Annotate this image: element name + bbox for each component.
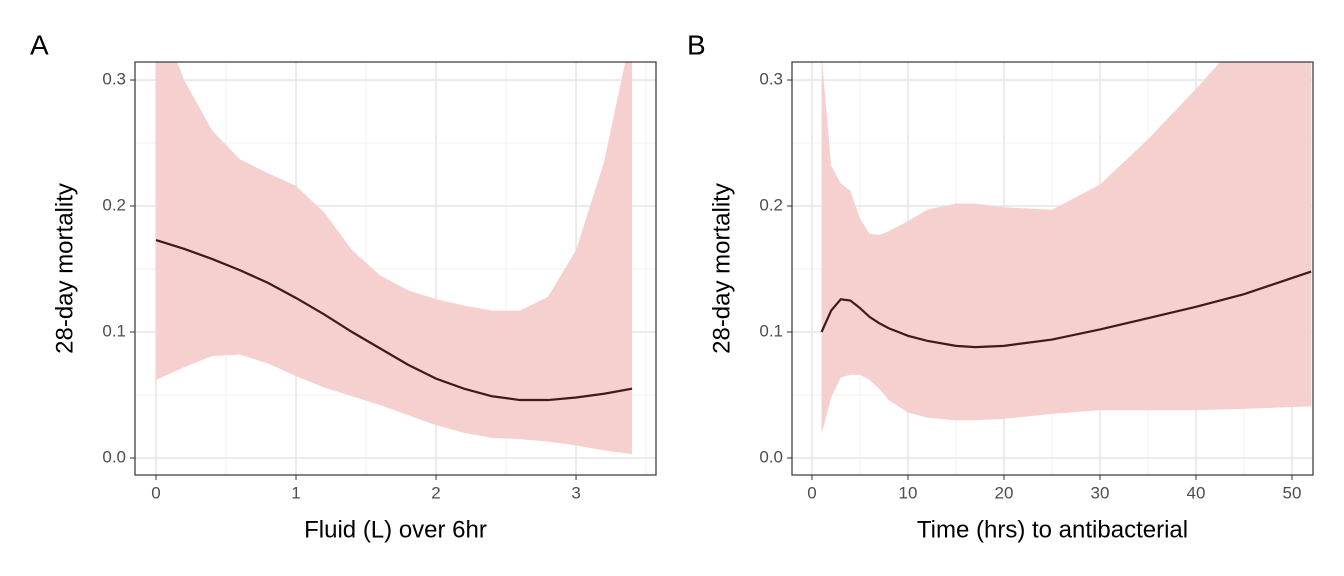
y-tick-label: 0.3 [102, 70, 126, 89]
plot-area [155, 62, 633, 455]
x-tick-label: 20 [995, 483, 1014, 502]
panel-border [134, 61, 657, 476]
confidence-band [156, 62, 633, 455]
plot-area [820, 62, 1312, 435]
x-tick-label: 0 [151, 483, 160, 502]
x-tick-label: 10 [899, 483, 918, 502]
x-tick-label: 0 [807, 483, 816, 502]
x-axis-label: Time (hrs) to antibacterial [917, 516, 1188, 543]
fit-line [155, 238, 633, 402]
y-tick-label: 0.1 [102, 321, 126, 340]
x-axis-label: Fluid (L) over 6hr [304, 516, 487, 543]
x-tick-label: 50 [1283, 483, 1302, 502]
x-tick-label: 30 [1091, 483, 1110, 502]
y-tick-label: 0.1 [759, 321, 783, 340]
y-tick-label: 0.0 [759, 447, 783, 466]
y-tick-label: 0.2 [759, 195, 783, 214]
panel-border [791, 61, 1314, 476]
y-tick-label: 0.2 [102, 195, 126, 214]
y-tick-label: 0.0 [102, 447, 126, 466]
y-axis-label: 28-day mortality [708, 183, 735, 354]
x-tick-label: 1 [291, 483, 300, 502]
confidence-band [821, 62, 1312, 435]
y-axis-label: 28-day mortality [51, 183, 78, 354]
x-tick-label: 40 [1187, 483, 1206, 502]
x-tick-label: 2 [431, 483, 440, 502]
x-tick-label: 3 [571, 483, 580, 502]
y-tick-label: 0.3 [759, 70, 783, 89]
panel-label: B [687, 29, 706, 60]
panel-label: A [30, 29, 49, 60]
fit-line [820, 270, 1312, 349]
